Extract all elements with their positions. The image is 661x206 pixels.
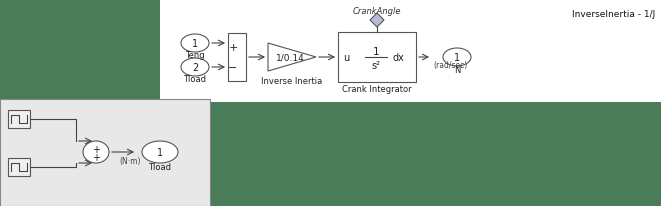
Ellipse shape bbox=[443, 49, 471, 67]
Text: −: − bbox=[228, 63, 238, 73]
Text: +: + bbox=[228, 43, 238, 53]
Text: 1: 1 bbox=[157, 147, 163, 157]
Text: 1: 1 bbox=[192, 39, 198, 49]
Text: u: u bbox=[343, 53, 349, 63]
Bar bbox=[0, 99, 210, 206]
Ellipse shape bbox=[142, 141, 178, 163]
Text: dx: dx bbox=[392, 53, 404, 63]
Bar bbox=[8, 158, 30, 176]
Text: (N·m): (N·m) bbox=[119, 157, 141, 166]
Text: Crank Integrator: Crank Integrator bbox=[342, 85, 412, 94]
Text: 1/0.14: 1/0.14 bbox=[276, 53, 304, 62]
Text: Teng: Teng bbox=[185, 51, 205, 60]
Ellipse shape bbox=[181, 35, 209, 53]
Bar bbox=[338, 33, 416, 83]
Text: CrankAngle: CrankAngle bbox=[353, 6, 401, 15]
Text: Inverse Inertia: Inverse Inertia bbox=[261, 77, 323, 86]
Bar bbox=[228, 34, 246, 82]
Bar bbox=[160, 0, 661, 103]
Text: 1: 1 bbox=[373, 47, 379, 57]
Text: 2: 2 bbox=[192, 63, 198, 73]
Text: Tload: Tload bbox=[149, 163, 171, 172]
Text: (rad/sec): (rad/sec) bbox=[433, 61, 467, 70]
Text: InverseInertia - 1/J: InverseInertia - 1/J bbox=[572, 10, 655, 19]
Bar bbox=[8, 110, 30, 128]
Ellipse shape bbox=[181, 59, 209, 77]
Text: +: + bbox=[92, 144, 100, 154]
Polygon shape bbox=[268, 44, 316, 72]
Text: N: N bbox=[454, 66, 460, 75]
Text: +: + bbox=[92, 152, 100, 162]
Text: s²: s² bbox=[371, 61, 381, 71]
Polygon shape bbox=[370, 14, 384, 28]
Text: Tload: Tload bbox=[184, 75, 206, 84]
Ellipse shape bbox=[83, 141, 109, 163]
Text: 1: 1 bbox=[454, 53, 460, 63]
